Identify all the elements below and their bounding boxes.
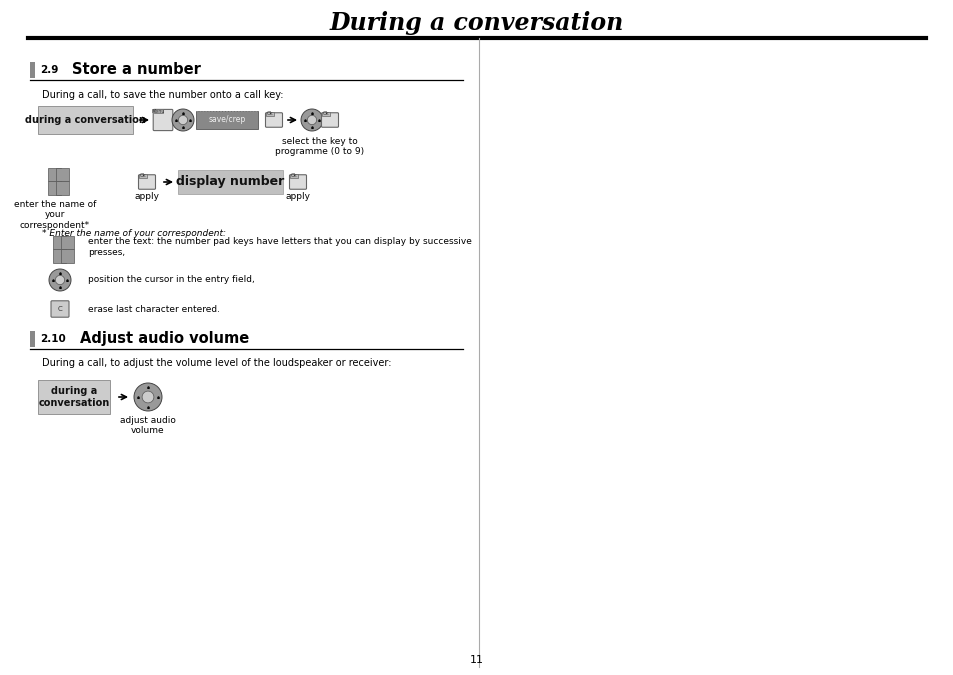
FancyBboxPatch shape [153,109,172,130]
Text: Menu: Menu [152,109,165,114]
Text: 11: 11 [470,655,483,665]
Bar [38,106,132,134]
Circle shape [55,275,65,285]
Text: During a conversation: During a conversation [330,11,623,35]
Text: Ok: Ok [291,173,297,178]
Text: apply: apply [285,192,310,201]
Circle shape [142,391,153,403]
Circle shape [49,269,71,291]
Text: During a call, to adjust the volume level of the loudspeaker or receiver:: During a call, to adjust the volume leve… [42,358,391,368]
Bar [139,173,147,178]
Bar [178,170,283,194]
FancyBboxPatch shape [321,113,338,128]
Text: enter the name of
your
correspondent*: enter the name of your correspondent* [13,200,96,230]
Text: apply: apply [134,192,159,201]
Text: during a conversation: during a conversation [25,115,145,125]
Text: 2.10: 2.10 [40,334,66,344]
Bar [48,182,61,194]
Bar [61,249,74,263]
Text: save/crep: save/crep [208,115,245,124]
Text: 2.9: 2.9 [40,65,58,75]
Text: enter the text: the number pad keys have letters that you can display by success: enter the text: the number pad keys have… [88,238,472,256]
Text: position the cursor in the entry field,: position the cursor in the entry field, [88,275,254,284]
Bar [154,109,163,113]
FancyBboxPatch shape [289,175,306,189]
Bar [55,182,70,194]
Bar [322,112,330,115]
Bar [52,249,66,263]
Text: erase last character entered.: erase last character entered. [88,304,220,313]
Text: adjust audio
volume: adjust audio volume [120,416,175,435]
Bar [195,111,257,129]
Text: during a
conversation: during a conversation [38,386,110,408]
Text: Store a number: Store a number [71,63,201,78]
Bar [266,112,274,115]
Bar [291,173,297,178]
Circle shape [301,109,323,131]
Text: Ok: Ok [267,111,274,116]
Circle shape [172,109,193,131]
Bar [52,236,66,249]
Text: During a call, to save the number onto a call key:: During a call, to save the number onto a… [42,90,283,100]
Text: select the key to
programme (0 to 9): select the key to programme (0 to 9) [275,137,364,157]
Text: * Enter the name of your correspondent:: * Enter the name of your correspondent: [42,229,226,238]
Bar [61,236,74,249]
Bar [38,380,110,414]
Text: display number: display number [175,176,284,188]
Text: Ok: Ok [323,111,329,116]
FancyBboxPatch shape [138,175,155,189]
Bar [55,168,70,182]
Bar [48,168,61,182]
Bar [30,62,35,78]
Circle shape [133,383,162,411]
Circle shape [178,115,188,125]
FancyBboxPatch shape [51,301,69,317]
Circle shape [307,115,316,125]
FancyBboxPatch shape [265,113,282,128]
Text: Ok: Ok [140,173,147,178]
Text: C: C [57,306,62,312]
Text: Adjust audio volume: Adjust audio volume [80,331,249,346]
Bar [30,331,35,347]
